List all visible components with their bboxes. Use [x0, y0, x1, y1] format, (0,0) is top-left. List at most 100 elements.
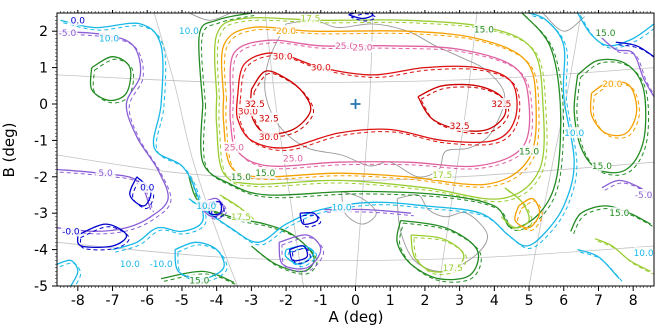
contour-label: -0.0	[62, 227, 80, 237]
contour-label-bg	[352, 41, 373, 53]
contour-line-30	[235, 52, 518, 149]
coastline	[542, 13, 585, 32]
contour-label: 32.5	[450, 122, 470, 132]
coastline	[188, 13, 231, 21]
contour-line-model-10	[287, 247, 318, 268]
contour-line-17.5	[213, 17, 545, 200]
center-plus-marker	[350, 99, 361, 109]
contour-label-bg	[60, 225, 81, 237]
contour-label: 25.0	[352, 44, 372, 54]
contour-label: 10.0	[564, 129, 584, 139]
contour-label-bg	[255, 167, 276, 179]
contour-label-bg	[196, 199, 217, 211]
x-tick-label: -7	[106, 293, 120, 309]
contour-label: -5.0	[635, 191, 653, 201]
graticule-line	[153, 13, 238, 286]
contour-line-model-20	[517, 200, 543, 231]
contour-line-model-15	[163, 273, 237, 286]
x-tick-label: 7	[594, 293, 603, 309]
contour-line-model-10	[191, 15, 578, 250]
contour-label: -10.0	[149, 260, 173, 270]
contour-label-bg	[432, 168, 453, 180]
contour-label-bg	[237, 105, 258, 117]
contour-label-bg	[189, 274, 210, 286]
contour-label: 15.0	[592, 162, 612, 172]
contour-line-15	[160, 270, 235, 284]
contour-label: 25.0	[283, 155, 303, 165]
contour-line-model-0	[302, 214, 322, 228]
contour-label: 10.0	[99, 34, 119, 44]
contour-label-bg	[224, 141, 245, 153]
x-tick-label: -8	[71, 293, 85, 309]
x-tick-label: 0	[351, 293, 360, 309]
contour-label: 15.0	[474, 25, 494, 35]
contour-line-15	[570, 205, 651, 232]
contour-line-model-0	[618, 44, 654, 58]
contour-label: 17.5	[443, 264, 463, 274]
contour-line-model-20	[223, 29, 540, 188]
contour-label-bg	[258, 112, 279, 124]
contour-label: 20.0	[602, 80, 622, 90]
x-tick-label: 3	[455, 293, 464, 309]
contour-label: 17.5	[300, 14, 320, 24]
contour-line-model-5	[600, 37, 654, 96]
contour-label-bg	[283, 152, 304, 164]
contour-label: 30.0	[311, 64, 331, 74]
y-tick-label: -1	[34, 133, 48, 149]
contour-label-bg	[609, 207, 630, 219]
contour-label: 10.0	[634, 249, 654, 259]
x-axis-label: A (deg)	[328, 308, 383, 326]
contour-label-bg	[178, 25, 199, 37]
contour-label: 32.5	[259, 115, 279, 125]
contour-line-model-0	[79, 226, 130, 251]
contour-label: 32.5	[245, 100, 265, 110]
contour-line-model-25	[232, 42, 533, 170]
contour-line-10	[577, 13, 654, 47]
contour-line-32.5	[249, 70, 312, 135]
contour-label: 0.0	[71, 16, 86, 26]
contour-line-17.5	[594, 238, 651, 272]
contour-line-model-32.5	[420, 86, 510, 135]
contour-label-bg	[230, 210, 251, 222]
contour-line-model-0	[211, 203, 225, 218]
contour-label: 10.0	[179, 27, 199, 37]
contour-label-bg	[272, 50, 293, 62]
x-tick-label: -1	[314, 293, 328, 309]
contour-label-bg	[258, 130, 279, 142]
y-tick-label: -3	[34, 206, 48, 222]
x-tick-label: -6	[140, 293, 154, 309]
x-tick-label: 5	[525, 293, 534, 309]
contour-label-bg	[564, 127, 585, 139]
y-tick-label: 2	[39, 24, 48, 40]
graticule-line	[57, 67, 654, 84]
contour-label: 30.0	[238, 107, 258, 117]
graticule-line	[57, 241, 654, 261]
contour-line-model-0	[291, 247, 311, 264]
x-tick-label: 1	[386, 293, 395, 309]
contour-label: 10.0	[120, 260, 140, 270]
contour-label: 17.5	[432, 171, 452, 181]
contour-line-model-32.5	[252, 72, 315, 138]
contour-label-bg	[99, 32, 120, 44]
contour-label-bg	[449, 119, 470, 131]
coastline	[264, 19, 506, 178]
contour-label-bg	[230, 170, 251, 182]
y-axis: 2 1 0 -1 -2 -3 -4 -5	[34, 16, 57, 295]
contour-line-17.5	[500, 187, 530, 229]
contour-line-model-15	[203, 15, 565, 231]
contour-label-bg	[95, 167, 116, 179]
contour-label-bg	[331, 201, 352, 213]
x-tick-label: 8	[629, 293, 638, 309]
x-tick-label: 6	[559, 293, 568, 309]
contour-line-0	[288, 245, 309, 262]
contour-label: 15.0	[595, 29, 615, 39]
contour-label-bg	[300, 13, 321, 24]
contour-label: 25.0	[224, 144, 244, 154]
contour-label-bg	[595, 27, 616, 39]
contour-label-bg	[473, 23, 494, 35]
contour-label: 32.5	[491, 100, 511, 110]
contour-line-15	[396, 219, 480, 281]
contour-line-0	[76, 223, 128, 248]
